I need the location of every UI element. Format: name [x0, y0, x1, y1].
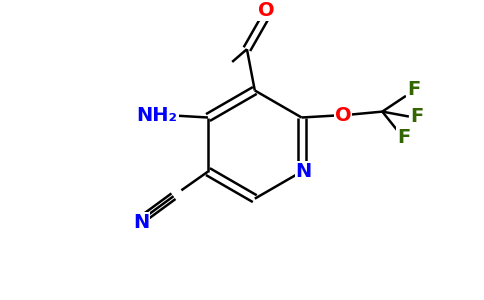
Text: F: F	[410, 107, 424, 126]
Text: N: N	[133, 213, 149, 232]
Text: F: F	[407, 80, 421, 100]
Text: NH₂: NH₂	[136, 106, 177, 125]
Text: N: N	[296, 162, 312, 181]
Text: O: O	[334, 106, 351, 125]
Text: O: O	[258, 1, 275, 20]
Text: F: F	[397, 128, 410, 147]
